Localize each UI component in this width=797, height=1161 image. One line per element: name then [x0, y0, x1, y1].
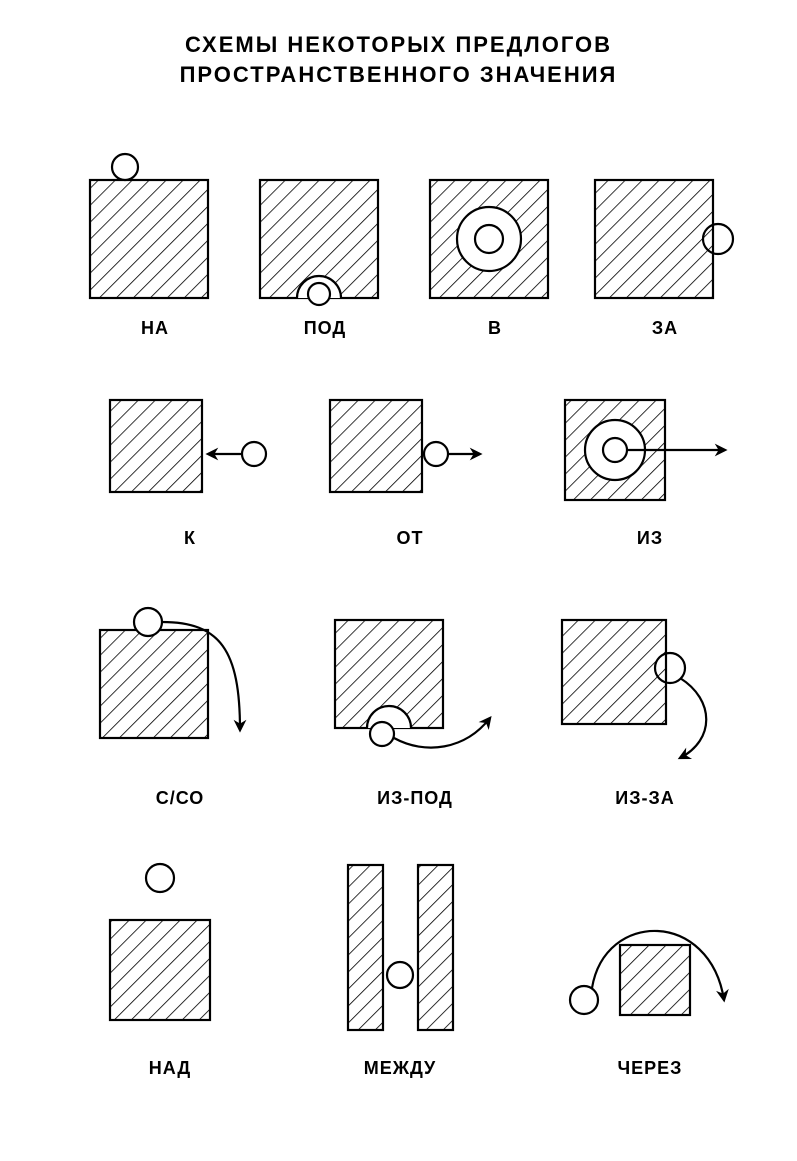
label-iz: ИЗ	[540, 528, 760, 549]
label-mezhdu: МЕЖДУ	[300, 1058, 500, 1079]
diagram-iz	[540, 380, 760, 520]
cell-mezhdu: МЕЖДУ	[300, 850, 500, 1079]
diagram-za	[580, 140, 750, 310]
label-cherez: ЧЕРЕЗ	[540, 1058, 760, 1079]
label-pod: ПОД	[240, 318, 410, 339]
cell-ot: ОТ	[310, 380, 510, 549]
diagram-cherez	[540, 850, 760, 1050]
cell-pod: ПОД	[240, 140, 410, 339]
cell-izpod: ИЗ-ПОД	[310, 590, 520, 809]
title-line2: ПРОСТРАНСТВЕННОГО ЗНАЧЕНИЯ	[180, 62, 618, 87]
label-izza: ИЗ-ЗА	[540, 788, 750, 809]
diagram-v	[410, 140, 580, 310]
cell-v: В	[410, 140, 580, 339]
title-line1: СХЕМЫ НЕКОТОРЫХ ПРЕДЛОГОВ	[185, 32, 612, 57]
diagram-mezhdu	[300, 850, 500, 1050]
diagram-izpod	[310, 590, 520, 780]
label-na: НА	[70, 318, 240, 339]
cell-za: ЗА	[580, 140, 750, 339]
label-za: ЗА	[580, 318, 750, 339]
label-izpod: ИЗ-ПОД	[310, 788, 520, 809]
diagram-k	[90, 380, 290, 520]
cell-cherez: ЧЕРЕЗ	[540, 850, 760, 1079]
label-ot: ОТ	[310, 528, 510, 549]
diagram-pod	[240, 140, 410, 310]
cell-nad: НАД	[80, 850, 260, 1079]
cell-k: К	[90, 380, 290, 549]
label-nad: НАД	[80, 1058, 260, 1079]
label-v: В	[410, 318, 580, 339]
diagram-ot	[310, 380, 510, 520]
label-sso: С/СО	[80, 788, 280, 809]
cell-na: НА	[70, 140, 240, 339]
page: СХЕМЫ НЕКОТОРЫХ ПРЕДЛОГОВ ПРОСТРАНСТВЕНН…	[0, 0, 797, 1161]
page-title: СХЕМЫ НЕКОТОРЫХ ПРЕДЛОГОВ ПРОСТРАНСТВЕНН…	[0, 30, 797, 89]
cell-iz: ИЗ	[540, 380, 760, 549]
diagram-na	[70, 140, 240, 310]
cell-izza: ИЗ-ЗА	[540, 590, 750, 809]
diagram-nad	[80, 850, 260, 1050]
cell-sso: С/СО	[80, 590, 280, 809]
diagram-sso	[80, 590, 280, 780]
label-k: К	[90, 528, 290, 549]
diagram-izza	[540, 590, 750, 780]
